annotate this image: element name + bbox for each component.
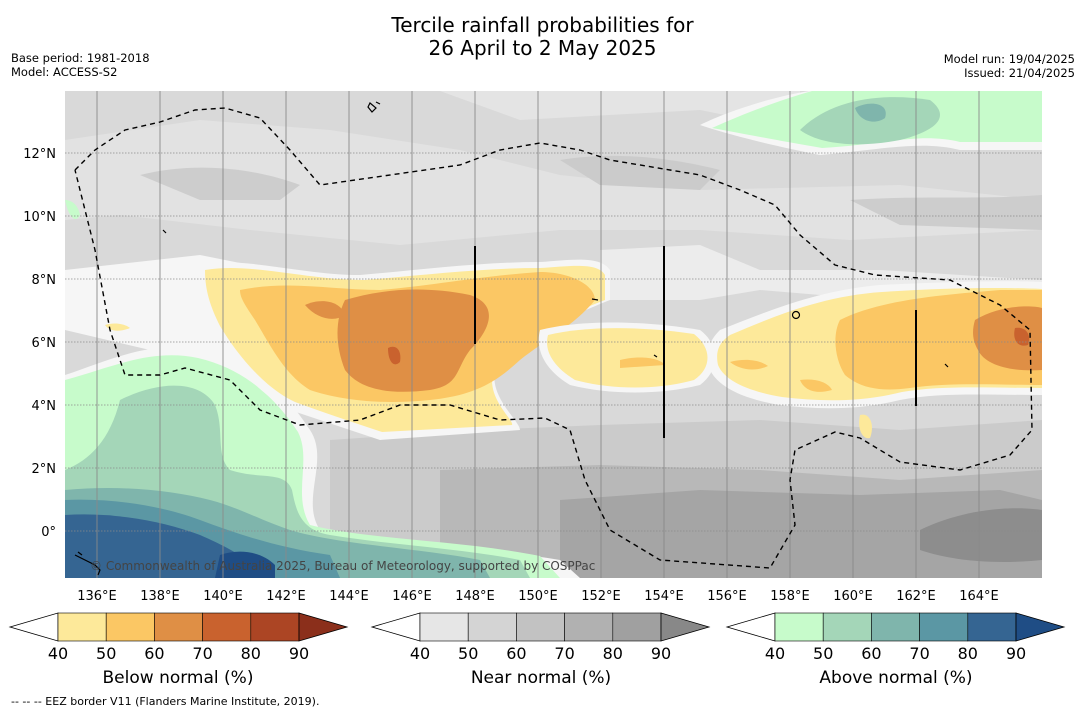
colorbar-segment [919,612,969,642]
colorbar-min-extend [370,612,421,642]
colorbar-tick-label: 70 [192,644,212,663]
latitude-labels: 12°N 10°N 8°N 6°N 4°N 2°N 0° [23,147,56,540]
colorbar-segment [564,612,614,642]
colorbar-segment [822,612,872,642]
title-line-2: 26 April to 2 May 2025 [428,36,657,60]
lat-label: 6°N [32,336,57,351]
colorbar-segment [612,612,662,642]
colorbar-tick-label: 60 [144,644,164,663]
colorbar-tick-label: 80 [958,644,978,663]
colorbar-tick-label: 80 [603,644,623,663]
model-run-date: Model run: 19/04/2025 [943,52,1075,66]
lon-label: 136°E [77,589,117,604]
colorbar-tick-label: 50 [458,644,478,663]
lon-label: 152°E [581,589,621,604]
base-period: Base period: 1981-2018 [11,51,150,65]
colorbar-label-near: Near normal (%) [470,668,612,688]
lon-label: 154°E [644,589,684,604]
colorbar-tick-label: 60 [506,644,526,663]
colorbar-segment [467,612,517,642]
lon-label: 156°E [707,589,747,604]
colorbar-tick-label: 70 [909,644,929,663]
colorbar-tick-label: 40 [410,644,430,663]
colorbar-segment [105,612,155,642]
lon-label: 144°E [329,589,369,604]
colorbar-segment [57,612,107,642]
lon-label: 150°E [518,589,558,604]
colorbar-below-normal: 40 50 60 70 80 90 [8,612,349,663]
colorbar-tick-label: 40 [765,644,785,663]
lon-label: 148°E [455,589,495,604]
marker-lines [474,246,917,438]
colorbar-segment [774,612,824,642]
colorbar-min-extend [725,612,776,642]
colorbar-tick-label: 40 [48,644,68,663]
colorbar-above-normal: 40 50 60 70 80 90 [725,612,1066,663]
model-name: Model: ACCESS-S2 [11,65,118,79]
run-info: Model run: 19/04/2025 Issued: 21/04/2025 [944,52,1075,80]
colorbar-max-extend [1015,612,1066,642]
colorbar-segment [967,612,1017,642]
lon-label: 162°E [896,589,936,604]
lon-label: 146°E [392,589,432,604]
colorbar-max-extend [660,612,711,642]
probability-field [65,91,1042,578]
colorbar-label-above: Above normal (%) [819,668,973,688]
model-info: Base period: 1981-2018 Model: ACCESS-S2 [11,51,150,79]
colorbar-legends: 40 50 60 70 80 90 40 50 60 70 80 90 40 50 60 70 80 90 [8,612,1066,663]
colorbar-max-extend [298,612,349,642]
lat-label: 10°N [23,210,56,225]
map-title: Tercile rainfall probabilities for 26 Ap… [0,14,1085,60]
colorbar-tick-label: 90 [651,644,671,663]
coastlines [74,101,949,576]
lat-label: 0° [41,525,56,540]
colorbar-near-normal: 40 50 60 70 80 90 [370,612,711,663]
lat-label: 2°N [32,462,57,477]
colorbar-segment [516,612,565,642]
colorbar-tick-label: 90 [289,644,309,663]
lon-label: 164°E [959,589,999,604]
lon-label: 160°E [833,589,873,604]
lon-label: 140°E [203,589,243,604]
lat-label: 4°N [32,399,57,414]
colorbar-segment [154,612,203,642]
lon-label: 142°E [266,589,306,604]
lat-label: 8°N [32,273,57,288]
title-line-1: Tercile rainfall probabilities for [391,13,694,37]
graticule [65,152,1042,532]
lon-label: 138°E [140,589,180,604]
colorbar-tick-label: 90 [1006,644,1026,663]
eez-footnote: -- -- -- EEZ border V11 (Flanders Marine… [11,695,320,708]
colorbar-tick-label: 80 [241,644,261,663]
colorbar-label-below: Below normal (%) [102,668,254,688]
issued-date: Issued: 21/04/2025 [964,66,1075,80]
longitude-labels: 136°E 138°E 140°E 142°E 144°E 146°E 148°… [77,589,999,604]
colorbar-segment [871,612,920,642]
colorbar-min-extend [8,612,59,642]
colorbar-tick-label: 60 [861,644,881,663]
eez-border [74,107,1033,569]
colorbar-tick-label: 50 [96,644,116,663]
colorbar-segment [250,612,300,642]
colorbar-segment [419,612,469,642]
copyright-note: © Commonwealth of Australia 2025, Bureau… [90,559,595,573]
colorbar-segment [202,612,252,642]
colorbar-tick-label: 70 [554,644,574,663]
lat-label: 12°N [23,147,56,162]
colorbar-tick-label: 50 [813,644,833,663]
lon-label: 158°E [770,589,810,604]
